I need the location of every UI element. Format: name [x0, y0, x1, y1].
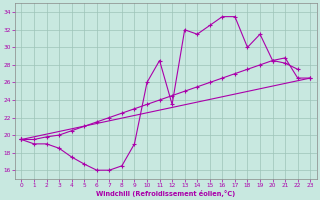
- X-axis label: Windchill (Refroidissement éolien,°C): Windchill (Refroidissement éolien,°C): [96, 190, 236, 197]
